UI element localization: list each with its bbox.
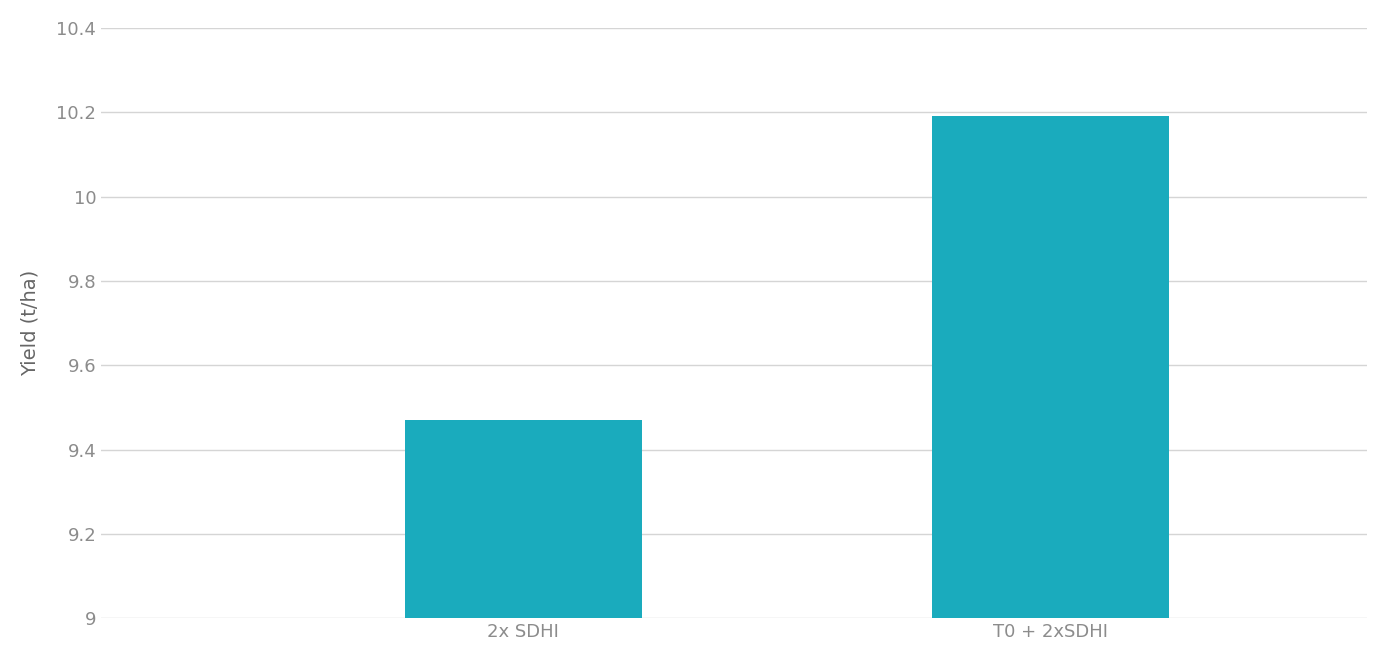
Bar: [931, 117, 1169, 662]
Y-axis label: Yield (t/ha): Yield (t/ha): [21, 270, 40, 376]
Bar: [404, 420, 641, 662]
